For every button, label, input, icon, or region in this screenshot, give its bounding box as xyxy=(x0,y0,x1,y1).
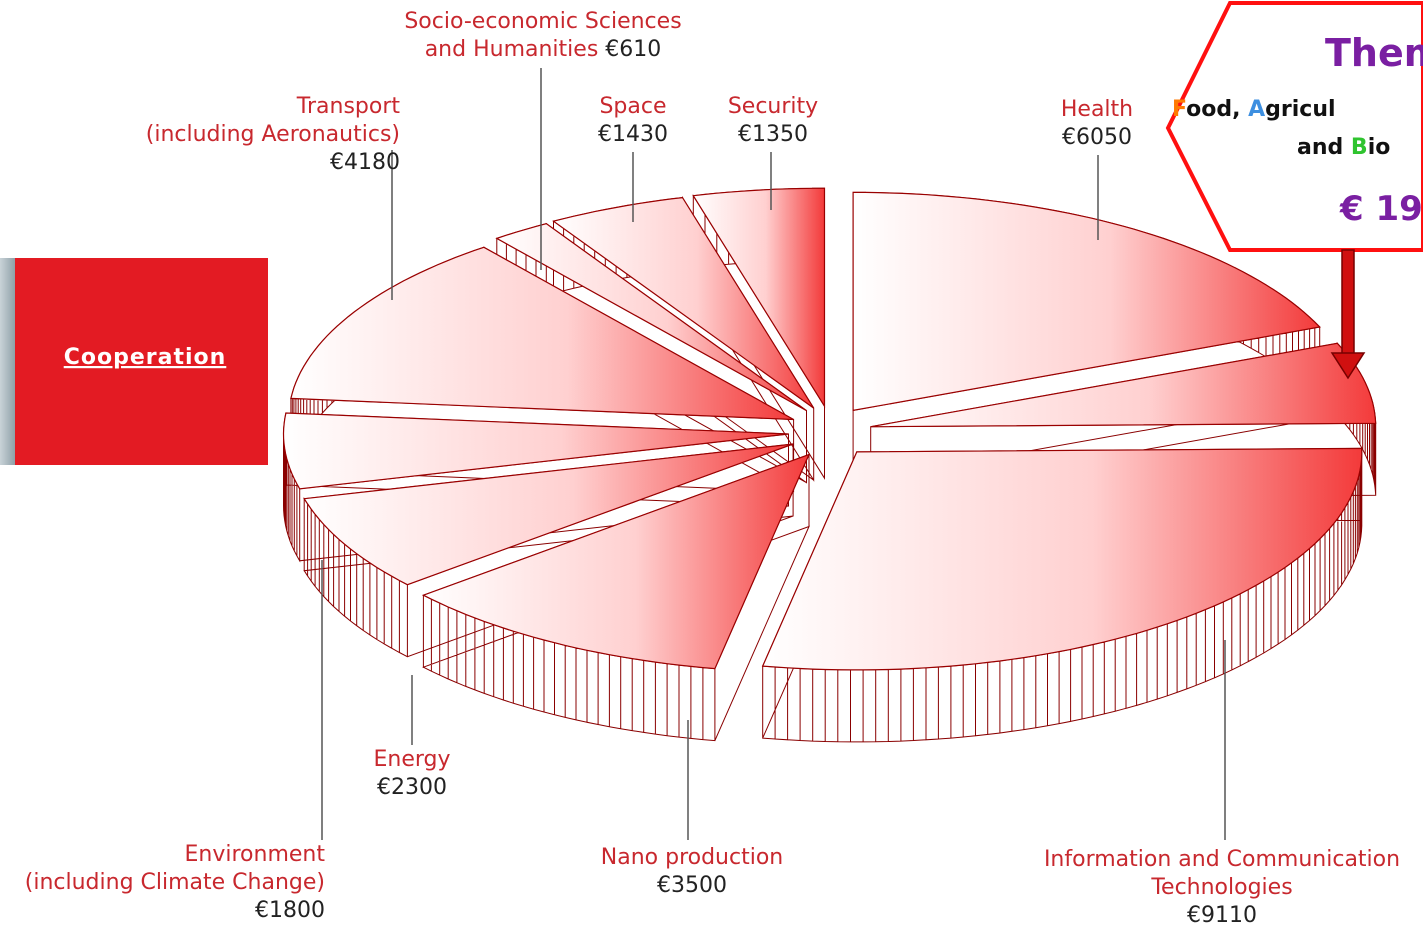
photo-edge xyxy=(0,258,15,465)
value-label: €6050 xyxy=(1062,125,1132,150)
label-text: (including Climate Change) xyxy=(25,870,325,895)
label-text: Information and Communication xyxy=(1044,847,1400,872)
cooperation-panel: Cooperation xyxy=(0,258,268,465)
category-label: (including Climate Change) xyxy=(25,870,325,895)
arrow-shaft xyxy=(1342,250,1354,355)
callout-segment: and xyxy=(1297,135,1351,160)
label-text: Security xyxy=(728,94,818,119)
callout-segment: ood, xyxy=(1186,97,1248,122)
callout-segment: B xyxy=(1351,135,1368,160)
value-label: €1430 xyxy=(598,122,668,147)
label-text: Transport xyxy=(296,94,401,119)
label-text: Health xyxy=(1061,97,1133,122)
category-label: Transport xyxy=(296,94,401,119)
callout-line: Food, Agricul xyxy=(1172,97,1336,122)
callout-segment: io xyxy=(1368,135,1391,160)
category-label: Technologies xyxy=(1150,875,1292,900)
label-text: Space xyxy=(599,94,666,119)
category-label: Nano production xyxy=(601,845,783,870)
callout-line: € 19 xyxy=(1339,189,1423,229)
callout-segment: Them xyxy=(1325,31,1423,75)
category-label: Health xyxy=(1061,97,1133,122)
category-label: Energy xyxy=(373,747,450,772)
category-label: and Humanities €610 xyxy=(425,37,662,62)
value-label: €9110 xyxy=(1187,903,1257,926)
value-label: €610 xyxy=(605,37,661,62)
category-label: (including Aeronautics) xyxy=(146,122,400,147)
cooperation-link[interactable]: Cooperation xyxy=(64,345,227,370)
category-label: Security xyxy=(728,94,818,119)
category-label: Information and Communication xyxy=(1044,847,1400,872)
category-label: Environment xyxy=(185,842,326,867)
callout-segment: A xyxy=(1248,97,1265,122)
callout-line: and Bio xyxy=(1297,135,1390,160)
callout-segment: gricul xyxy=(1265,97,1335,122)
category-label: Space xyxy=(599,94,666,119)
category-label: Socio-economic Sciences xyxy=(404,9,681,34)
label-text: Energy xyxy=(373,747,450,772)
label-text: Environment xyxy=(185,842,326,867)
callout-line: Them xyxy=(1325,31,1423,75)
value-label: €3500 xyxy=(657,873,727,898)
label-text: and Humanities xyxy=(425,37,599,62)
callout-segment: € 19 xyxy=(1339,189,1423,229)
value-label: €1350 xyxy=(738,122,808,147)
label-text: Nano production xyxy=(601,845,783,870)
label-text: Socio-economic Sciences xyxy=(404,9,681,34)
pie xyxy=(284,188,1376,742)
value-label: €1800 xyxy=(255,898,325,923)
label-text: (including Aeronautics) xyxy=(146,122,400,147)
value-label: €4180 xyxy=(330,150,400,175)
value-label: €2300 xyxy=(377,775,447,800)
label-text: Technologies xyxy=(1150,875,1292,900)
chart: Cooperation Health €6050 Information and C… xyxy=(0,0,1423,926)
callout-segment: F xyxy=(1172,97,1186,122)
slice xyxy=(763,448,1362,670)
